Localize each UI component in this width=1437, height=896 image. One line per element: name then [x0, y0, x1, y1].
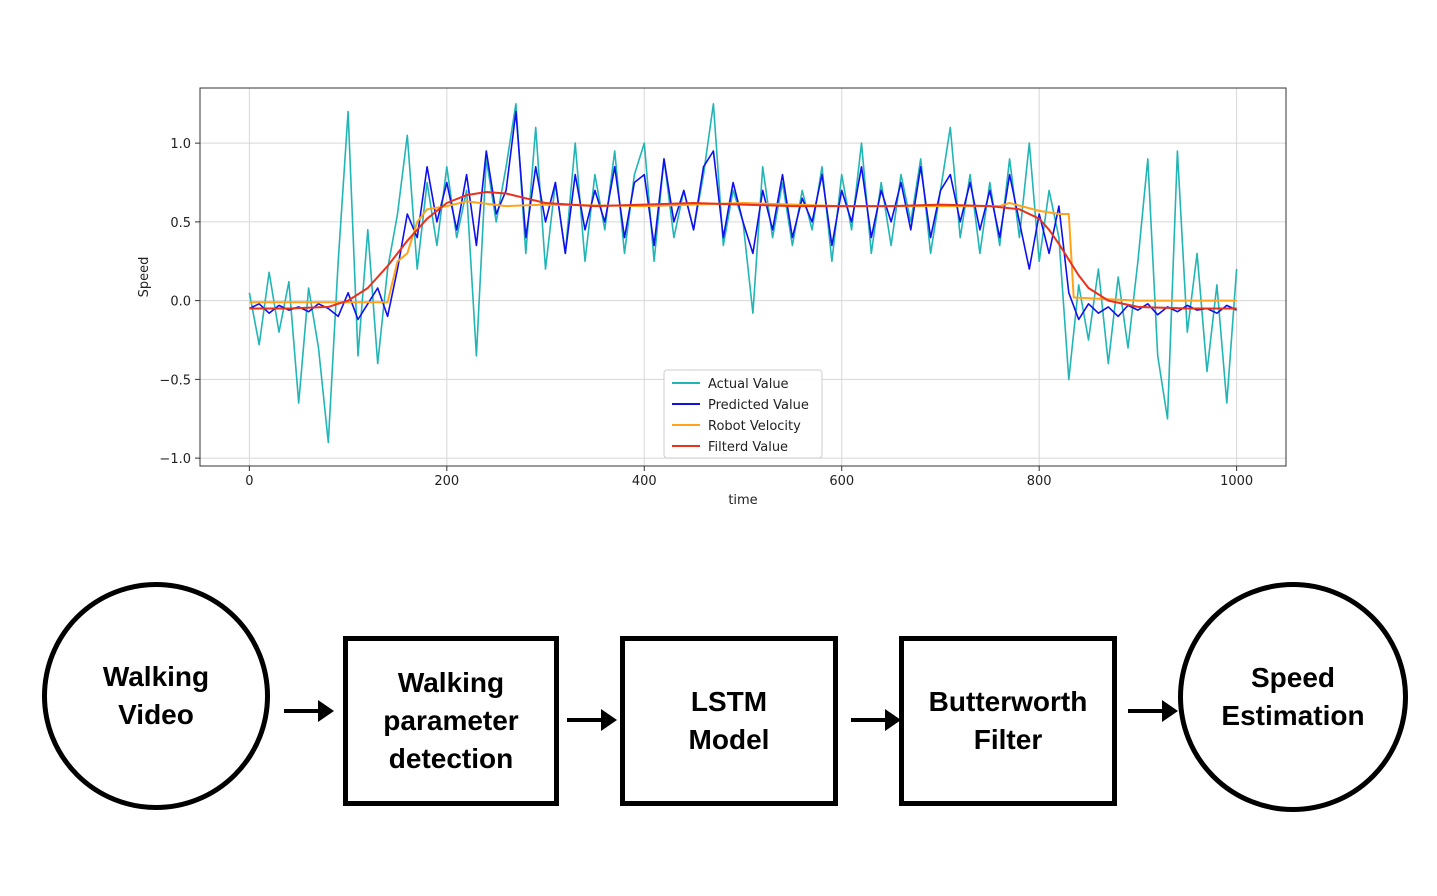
arrow-icon [851, 709, 901, 731]
legend-label: Filterd Value [708, 440, 788, 455]
arrow-icon [284, 700, 334, 722]
y-tick-label: 1.0 [170, 137, 191, 152]
x-tick-label: 600 [829, 474, 854, 489]
speed-chart: 0 200 400 600 800 1000 −1.0 −0.5 0.0 0.5 1.0 time… [137, 87, 1287, 508]
x-axis-ticks: 0 200 400 600 800 1000 [245, 466, 1253, 489]
arrow-icon [1128, 700, 1178, 722]
node-butterworth-filter: Butterworth Filter [899, 636, 1117, 806]
node-label-line: Estimation [1221, 700, 1365, 731]
node-label-line: Butterworth [928, 686, 1088, 717]
series-line-3 [249, 191, 1237, 310]
node-label-line: Model [688, 724, 770, 755]
legend-label: Robot Velocity [708, 419, 801, 434]
y-axis-ticks: −1.0 −0.5 0.0 0.5 1.0 [159, 137, 200, 467]
arrow-icon [567, 709, 617, 731]
legend-label: Predicted Value [708, 398, 809, 413]
chart-legend: Actual Value Predicted Value Robot Velocit… [663, 369, 823, 459]
x-tick-label: 200 [434, 474, 459, 489]
y-tick-label: −0.5 [159, 373, 191, 388]
x-tick-label: 0 [245, 474, 253, 489]
pipeline-diagram: Walking Video Walking parameter detectio… [0, 560, 1437, 896]
x-tick-label: 400 [632, 474, 657, 489]
y-tick-label: 0.0 [170, 295, 191, 310]
node-lstm-model: LSTM Model [620, 636, 838, 806]
x-axis-label: time [728, 493, 757, 508]
y-tick-label: 0.5 [170, 216, 191, 231]
node-label-line: Walking [397, 667, 505, 698]
node-speed-estimation: Speed Estimation [1178, 582, 1408, 812]
chart-series [248, 103, 1238, 444]
legend-box [663, 369, 823, 459]
node-walking-video: Walking Video [42, 582, 270, 810]
y-axis-label: Speed [137, 257, 152, 298]
node-label-line: Filter [973, 724, 1043, 755]
node-walking-parameter-detection: Walking parameter detection [343, 636, 559, 806]
series-line-2 [249, 200, 1237, 304]
legend-label: Actual Value [708, 377, 789, 392]
node-label-line: Speed [1250, 662, 1335, 693]
x-tick-label: 800 [1027, 474, 1052, 489]
node-label-line: Walking [102, 661, 210, 692]
node-label-line: LSTM [690, 686, 768, 717]
x-tick-label: 1000 [1220, 474, 1253, 489]
y-tick-label: −1.0 [159, 452, 191, 467]
node-label-line: parameter [383, 705, 519, 736]
node-label-line: Video [118, 699, 194, 730]
node-label-line: detection [388, 743, 514, 774]
plot-frame [199, 87, 1287, 467]
